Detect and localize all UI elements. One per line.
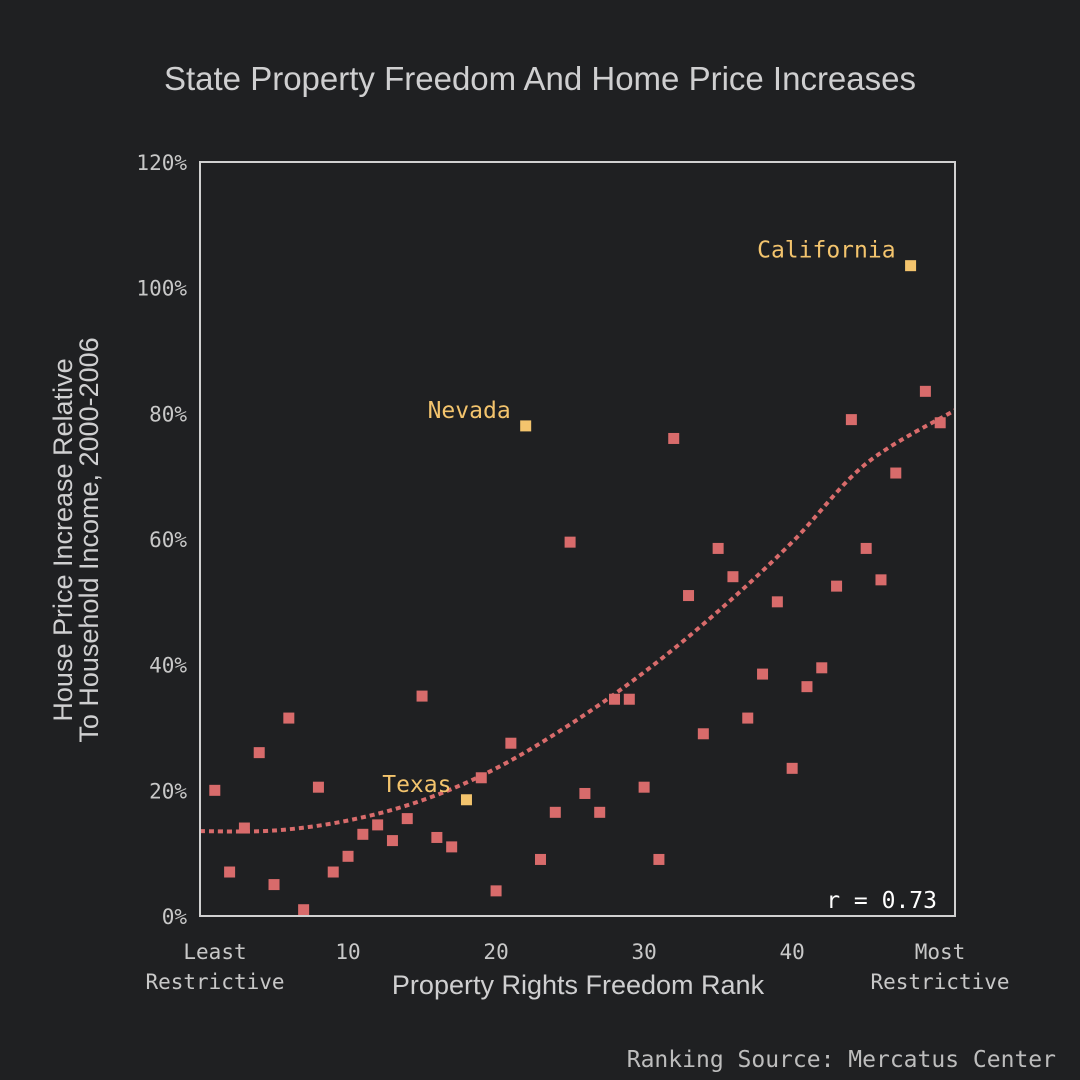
trend-line [199,408,957,834]
data-point [283,712,295,724]
data-point [268,879,280,891]
data-point [919,385,931,397]
data-point [831,580,843,592]
data-point [801,681,813,693]
data-point [845,414,857,426]
y-tick-label: 120% [136,151,187,175]
trend-curve [199,408,957,834]
data-point [609,693,621,705]
y-tick-label: 60% [149,528,187,552]
data-point [757,668,769,680]
data-point [238,822,250,834]
highlighted-point [520,420,532,432]
highlighted-point [905,260,917,272]
x-axis-left-end-label: Least Restrictive [145,940,284,994]
data-point [446,841,458,853]
y-axis-title-line-2: To Household Income, 2000-2006 [74,337,104,742]
data-point [505,737,517,749]
data-point [357,828,369,840]
highlighted-point-label: Nevada [428,398,511,424]
data-point [401,813,413,825]
highlighted-point [460,794,472,806]
x-tick-label: 40 [780,940,805,964]
data-point [224,866,236,878]
data-point [579,787,591,799]
source-note: Ranking Source: Mercatus Center [627,1047,1056,1073]
data-point [416,690,428,702]
data-point [875,574,887,586]
data-point [312,781,324,793]
highlighted-points: Texas Nevada California [382,238,917,806]
data-point [786,762,798,774]
x-right-label-line-1: Most [915,940,966,964]
x-tick-label: 10 [335,940,360,964]
x-tick-label: 30 [631,940,656,964]
data-point [668,432,680,444]
data-point [727,571,739,583]
data-point [594,806,606,818]
x-tick-label: 20 [483,940,508,964]
x-axis-title: Property Rights Freedom Rank [392,970,765,1000]
y-axis-ticks: 0% 20% 40% 60% 80% 100% 120% [136,151,187,929]
data-point [771,596,783,608]
data-point [653,853,665,865]
data-point [253,747,265,759]
data-point [860,542,872,554]
data-point [475,772,487,784]
data-point [490,885,502,897]
x-left-label-line-1: Least [183,940,246,964]
plot-frame [199,161,956,917]
chart-title: State Property Freedom And Home Price In… [164,60,916,97]
data-point [890,467,902,479]
data-point [742,712,754,724]
data-point [298,904,310,916]
data-point [327,866,339,878]
data-points [209,385,946,916]
data-point [697,728,709,740]
data-point [638,781,650,793]
y-axis-title: House Price Increase Relative To Househo… [48,337,104,742]
y-tick-label: 100% [136,277,187,301]
data-point [564,536,576,548]
correlation-annotation: r = 0.73 [826,888,937,914]
data-point [934,417,946,429]
data-point [209,784,221,796]
data-point [342,850,354,862]
x-axis-ticks: 10 20 30 40 [335,940,804,964]
data-point [534,853,546,865]
x-left-label-line-2: Restrictive [145,970,284,994]
y-tick-label: 40% [149,654,187,678]
data-point [816,662,828,674]
y-tick-label: 0% [162,905,188,929]
highlighted-point-label: Texas [382,772,451,798]
highlighted-point-label: California [757,238,895,264]
data-point [683,590,695,602]
x-axis-right-end-label: Most Restrictive [870,940,1009,994]
y-axis-title-line-1: House Price Increase Relative [48,358,78,721]
data-point [549,806,561,818]
data-point [372,819,384,831]
data-point [386,835,398,847]
y-tick-label: 20% [149,779,187,803]
y-tick-label: 80% [149,402,187,426]
data-point [623,693,635,705]
data-point [431,831,443,843]
x-right-label-line-2: Restrictive [870,970,1009,994]
data-point [712,542,724,554]
